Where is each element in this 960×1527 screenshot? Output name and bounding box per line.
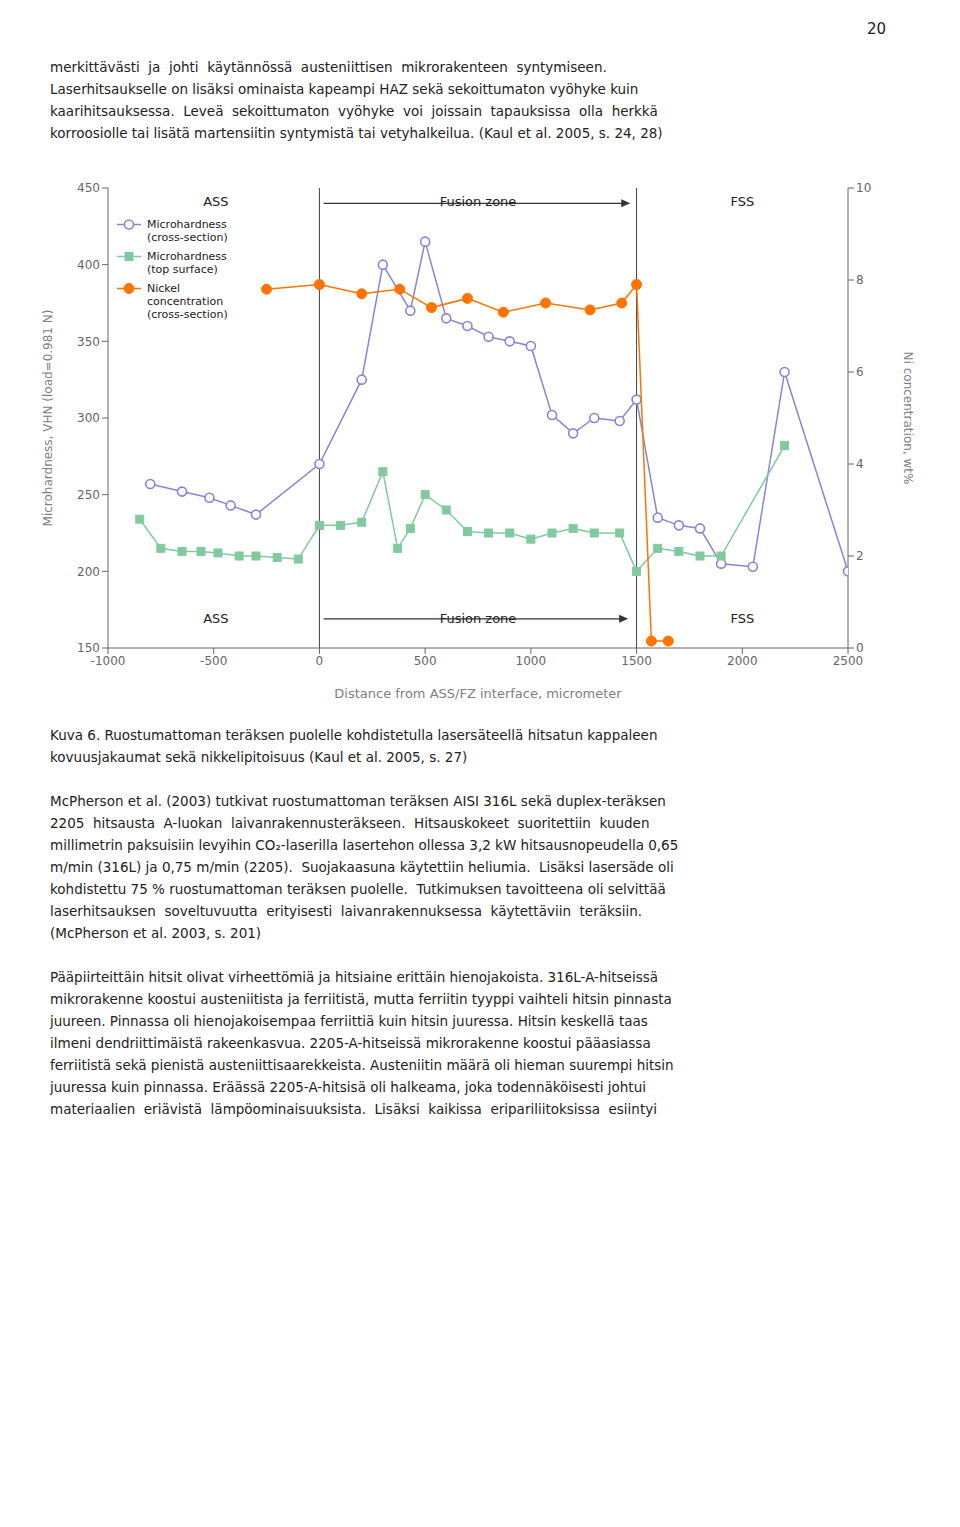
svg-text:2500: 2500 [833,654,864,668]
svg-text:Fusion zone: Fusion zone [440,611,517,626]
html-text:Pääpiirteittäin hitsit olivat: Pääpiirteittäin hitsit olivat virheettöm… [50,969,674,1117]
svg-text:400: 400 [77,258,100,272]
svg-text:Microhardness, VHN (load=0.981: Microhardness, VHN (load=0.981 N) [41,310,55,527]
html-text:merkittävästi ja johti käytänn: merkittävästi ja johti käytännössä auste… [50,59,663,141]
svg-text:350: 350 [77,335,100,349]
svg-text:150: 150 [77,641,100,655]
svg-text:500: 500 [414,654,437,668]
svg-text:200: 200 [77,565,100,579]
svg-text:Distance from ASS/FZ interface: Distance from ASS/FZ interface, micromet… [334,686,622,701]
html-text:Microhardness (cross-section): Microhardness (cross-section) [147,218,228,244]
svg-text:250: 250 [77,488,100,502]
html-text:20: 20 [866,20,886,38]
svg-text:0: 0 [856,641,864,655]
svg-text:0: 0 [316,654,324,668]
svg-text:6: 6 [856,365,864,379]
html-text:Nickel concentration (cross-se: Nickel concentration (cross-section) [147,282,228,321]
html-text:McPherson et al. (2003) tutkiv: McPherson et al. (2003) tutkivat ruostum… [50,793,679,941]
html-text:Microhardness (top surface): Microhardness (top surface) [147,250,227,276]
svg-text:2000: 2000 [727,654,758,668]
svg-text:1000: 1000 [516,654,547,668]
svg-text:450: 450 [77,181,100,195]
svg-text:10: 10 [856,181,871,195]
html-text:Kuva 6. Ruostumattoman teräkse: Kuva 6. Ruostumattoman teräksen puolelle… [50,727,658,765]
svg-text:8: 8 [856,273,864,287]
svg-text:1500: 1500 [621,654,652,668]
svg-text:-1000: -1000 [91,654,126,668]
svg-text:Fusion zone: Fusion zone [440,194,517,209]
svg-text:FSS: FSS [730,611,754,626]
svg-text:-500: -500 [200,654,227,668]
svg-text:ASS: ASS [203,611,228,626]
svg-text:2: 2 [856,549,864,563]
svg-text:FSS: FSS [730,194,754,209]
svg-text:ASS: ASS [203,194,228,209]
svg-text:300: 300 [77,411,100,425]
svg-text:4: 4 [856,457,864,471]
svg-text:Ni concentration, wt%: Ni concentration, wt% [901,352,915,485]
